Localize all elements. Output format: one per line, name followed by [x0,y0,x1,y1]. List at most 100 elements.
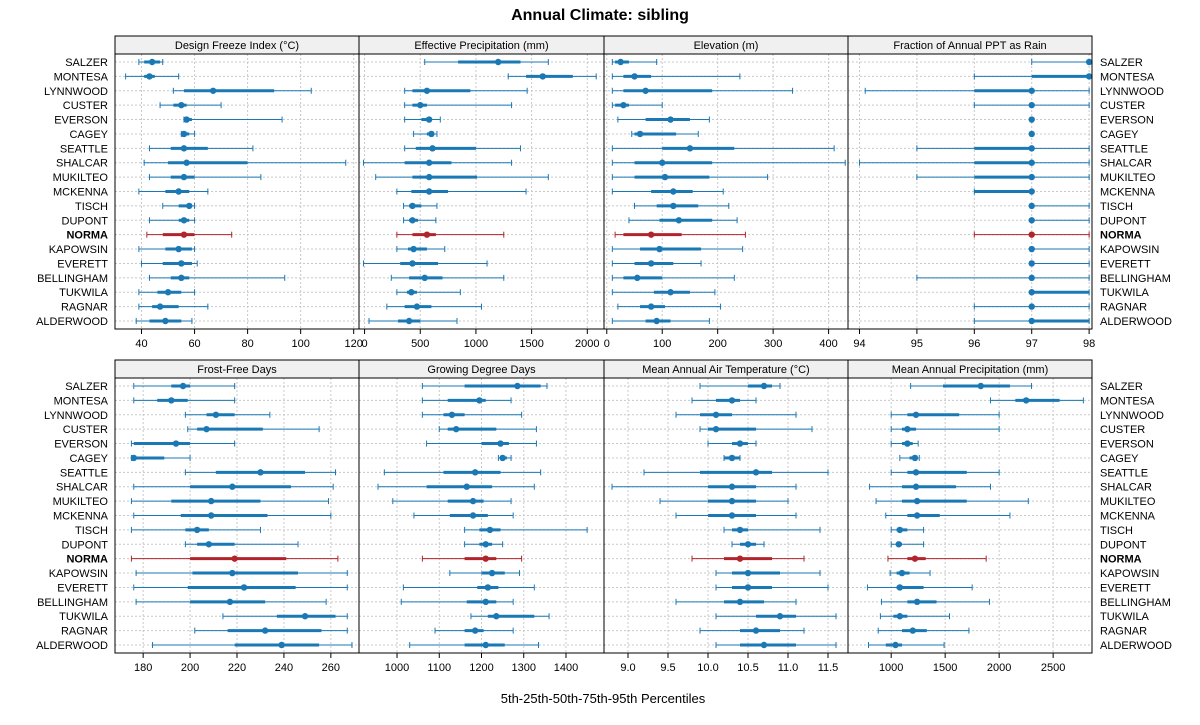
series-lynnwood [611,87,794,94]
median-point [301,613,309,620]
site-label-left: MONTESA [54,395,109,407]
median-point [896,584,904,591]
series-shalcar [143,159,347,166]
median-point [425,173,433,181]
x-tick-label: 1500 [519,338,543,350]
series-seattle [611,145,835,152]
site-label-right: RAGNAR [1100,302,1147,314]
panel-title: Growing Degree Days [427,364,536,376]
median-point [896,613,904,620]
series-norma [691,555,805,562]
site-labels: SALZER SALZER MONTESA MONTESA LYNNWOOD LYNNWO… [36,57,1172,652]
series-mckenna [133,512,332,519]
median-point [712,425,720,433]
median-point [178,260,185,267]
series-mckenna [611,188,724,195]
median-point [661,173,669,181]
series-montesa [133,397,236,404]
median-point [212,411,220,418]
median-point [207,497,215,505]
median-point [172,440,180,447]
site-label-left: NORMA [66,230,108,242]
site-label-right: BELLINGHAM [1100,597,1171,609]
series-dupont [464,541,504,548]
series-everson [707,440,757,447]
median-point [257,469,264,476]
panel-frame [847,377,1093,654]
median-point [539,73,546,80]
series-kapowsin [135,569,348,577]
median-point [647,231,655,238]
median-point [912,483,920,490]
median-point [744,584,752,591]
series-cagey [130,454,191,462]
series-everett [402,584,535,591]
series-kapowsin [715,569,821,577]
median-point [178,101,185,109]
x-tick-label: 10.5 [737,662,758,674]
median-point [744,569,752,577]
median-point [408,289,415,296]
series-lynnwood [404,87,528,94]
series-ragnar [973,303,1090,310]
median-point [495,58,502,66]
site-label-left: MUKILTEO [53,172,109,184]
site-label-right: MCKENNA [1100,187,1156,199]
series-alderwood [868,641,945,649]
x-tick-label: 1100 [427,662,451,674]
median-point [1028,159,1035,166]
site-label-right: TISCH [1100,201,1133,213]
median-point [452,425,460,433]
series-lynnwood [172,87,312,94]
series-shalcar [362,159,513,166]
panel-2: Effective Precipitation (mm) 0 500 1000 1500… [358,35,605,350]
median-point [1028,202,1035,210]
site-label-right: CUSTER [1100,424,1145,436]
series-tisch [723,526,821,534]
series-bellingham [880,598,990,606]
series-custer [611,101,663,109]
median-point [482,598,489,606]
series-lynnwood [184,411,271,418]
panel-5: Frost-Free Days 180 200 220 240 260 [114,359,360,674]
x-tick-label: 1200 [469,662,493,674]
median-point [1028,245,1035,253]
series-alderwood [368,317,458,325]
median-point [410,245,417,253]
site-label-right: NORMA [1100,554,1142,566]
series-everett [362,260,488,267]
site-label-right: LYNNWOOD [1100,86,1164,98]
series-mckenna [675,512,797,519]
series-tisch [403,202,438,210]
x-tick-label: 100 [653,338,671,350]
site-label-right: EVERETT [1100,582,1151,594]
site-label-left: SHALCAR [56,158,108,170]
panel-title: Design Freeze Index (°C) [175,40,299,52]
median-point [712,411,720,418]
median-point [417,101,424,109]
site-label-left: SHALCAR [56,482,108,494]
series-tukwila [1028,289,1090,296]
median-point [193,526,201,534]
series-bellingham [135,598,327,606]
median-point [429,145,436,152]
site-label-right: CAGEY [1100,453,1139,465]
median-point [1028,317,1035,325]
series-mckenna [396,188,527,195]
x-tick-label: 80 [241,338,253,350]
median-point [425,188,433,195]
site-label-right: MONTESA [1100,71,1155,83]
x-tick-label: 95 [911,338,923,350]
site-label-left: SEATTLE [60,143,108,155]
median-point [180,130,188,138]
median-point [240,584,248,591]
site-label-left: EVERETT [57,582,108,594]
median-point [278,641,285,649]
series-bellingham [148,274,286,282]
median-point [892,641,899,649]
panel-6: Growing Degree Days 1000 1100 1200 1300 1400 [358,359,605,674]
median-point [180,217,188,224]
series-bellingham [400,598,514,606]
site-label-right: LYNNWOOD [1100,410,1164,422]
panel-title: Fraction of Annual PPT as Rain [893,40,1046,52]
